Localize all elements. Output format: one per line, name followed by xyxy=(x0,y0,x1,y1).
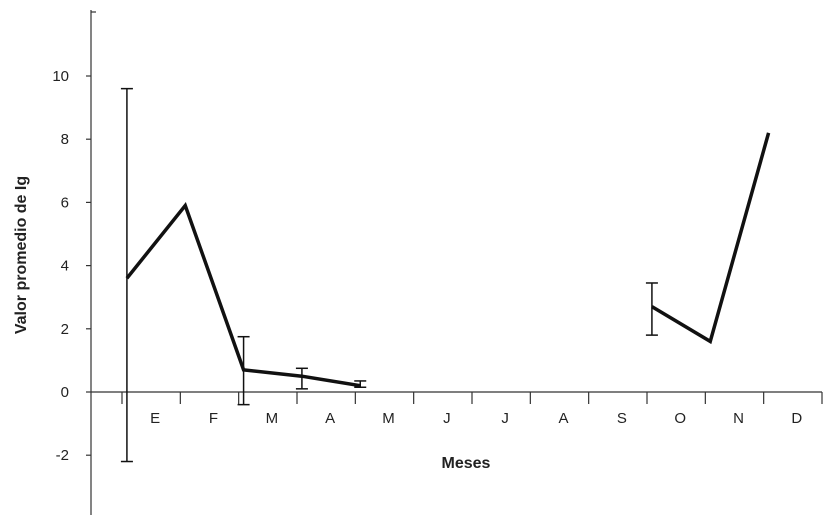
y-tick-label: 0 xyxy=(61,384,69,401)
x-tick-label: M xyxy=(382,410,395,427)
y-tick-label: 4 xyxy=(61,258,69,275)
y-tick-label: 10 xyxy=(52,68,69,85)
series-line xyxy=(651,132,771,345)
x-tick-label: J xyxy=(443,410,451,427)
y-tick-label: 6 xyxy=(61,194,69,211)
x-tick-label: F xyxy=(209,410,218,427)
error-bars xyxy=(120,87,658,463)
y-axis-ticks: -2 0 2 4 6 8 10 xyxy=(52,68,91,464)
y-tick-label: -2 xyxy=(56,447,69,464)
x-tick-label: O xyxy=(674,410,686,427)
error-bar xyxy=(120,87,133,463)
x-tick-label: S xyxy=(617,410,627,427)
series-line xyxy=(125,202,361,388)
x-tick-label: M xyxy=(266,410,279,427)
x-tick-label: A xyxy=(325,410,335,427)
axes xyxy=(90,10,822,515)
x-tick-label: J xyxy=(501,410,509,427)
x-tick-label: N xyxy=(733,410,744,427)
x-tick-label: D xyxy=(791,410,802,427)
y-tick-label: 8 xyxy=(61,131,69,148)
x-tick-label: E xyxy=(150,410,160,427)
error-bar xyxy=(645,282,658,336)
error-bar xyxy=(295,367,308,390)
y-tick-label: 2 xyxy=(61,321,69,338)
y-axis-title: Valor promedio de Ig xyxy=(13,176,30,334)
x-tick-label: A xyxy=(558,410,568,427)
series-lines xyxy=(125,132,771,388)
x-axis-title: Meses xyxy=(442,455,491,472)
